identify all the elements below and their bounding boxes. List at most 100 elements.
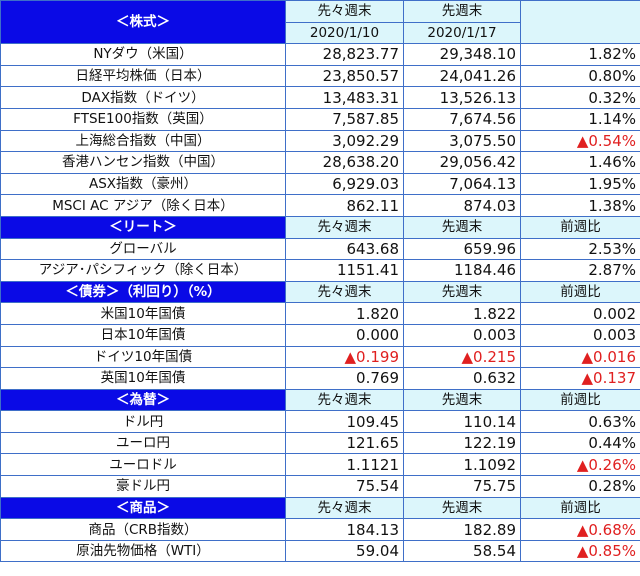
row-label: 英国10年国債 <box>0 367 286 390</box>
week-change-value: 1.14% <box>520 107 640 131</box>
table-row: ドル円 109.45 110.14 0.63% <box>0 410 640 433</box>
column-header <box>520 0 640 45</box>
week-change-value: ▲0.26% <box>520 453 640 477</box>
week-change-value: 2.87% <box>520 259 640 282</box>
prev-prev-week-value: 109.45 <box>285 410 404 433</box>
prev-week-value: 1.1092 <box>403 453 521 477</box>
market-summary-table: ＜株式＞ 先々週末 先週末 2020/1/10 2020/1/17 NYダウ（米国） 28,… <box>0 0 640 563</box>
row-label: ASX指数（豪州） <box>0 172 286 196</box>
week-change-value: 0.32% <box>520 86 640 109</box>
column-header: 前週比 <box>520 496 640 520</box>
prev-prev-week-value: 862.11 <box>285 194 404 217</box>
prev-prev-week-value: 1.820 <box>285 302 404 325</box>
table-row: 英国10年国債 0.769 0.632 ▲0.137 <box>0 367 640 390</box>
prev-week-value: 13,526.13 <box>403 86 521 109</box>
section-title: ＜為替＞ <box>0 388 286 412</box>
prev-prev-week-value: 75.54 <box>285 475 404 498</box>
prev-week-value: 1.822 <box>403 302 521 325</box>
prev-prev-week-value: 1.1121 <box>285 453 404 477</box>
column-header: 先々週末 <box>285 0 404 23</box>
prev-prev-week-value: 3,092.29 <box>285 129 404 153</box>
section-title: ＜株式＞ <box>0 0 286 45</box>
table-row: FTSE100指数（英国） 7,587.85 7,674.56 1.14% <box>0 107 640 131</box>
section-title: ＜リート＞ <box>0 215 286 239</box>
column-header: 先週末 <box>403 280 521 304</box>
prev-week-value: 182.89 <box>403 518 521 541</box>
column-header: 先々週末 <box>285 215 404 239</box>
prev-prev-week-value: 28,638.20 <box>285 151 404 174</box>
section-title: ＜債券＞（利回り）（%） <box>0 280 286 304</box>
week-change-value: 0.28% <box>520 475 640 498</box>
table-row: 香港ハンセン指数（中国） 28,638.20 29,056.42 1.46% <box>0 151 640 174</box>
row-label: 商品（CRB指数） <box>0 518 286 541</box>
table-row: NYダウ（米国） 28,823.77 29,348.10 1.82% <box>0 43 640 66</box>
prev-prev-week-value: 0.769 <box>285 367 404 390</box>
table-row: ユーロ円 121.65 122.19 0.44% <box>0 431 640 455</box>
prev-prev-week-value: 121.65 <box>285 431 404 455</box>
prev-week-value: 7,674.56 <box>403 107 521 131</box>
week-change-value: 0.002 <box>520 302 640 325</box>
prev-week-value: 29,056.42 <box>403 151 521 174</box>
row-label: 日経平均株価（日本） <box>0 64 286 88</box>
section-header-row: ＜株式＞ 先々週末 先週末 <box>0 0 640 45</box>
prev-prev-week-value: 0.000 <box>285 323 404 347</box>
column-header: 先々週末 <box>285 388 404 412</box>
table-row: 豪ドル円 75.54 75.75 0.28% <box>0 475 640 498</box>
prev-prev-week-value: 6,929.03 <box>285 172 404 196</box>
column-header: 先週末 <box>403 496 521 520</box>
date-header: 2020/1/17 <box>403 21 521 45</box>
prev-week-value: 0.632 <box>403 367 521 390</box>
section-header-row: ＜債券＞（利回り）（%） 先々週末 先週末 前週比 <box>0 280 640 304</box>
row-label: グローバル <box>0 237 286 261</box>
row-label: 豪ドル円 <box>0 475 286 498</box>
column-header: 先週末 <box>403 215 521 239</box>
prev-week-value: 110.14 <box>403 410 521 433</box>
prev-week-value: 75.75 <box>403 475 521 498</box>
column-header: 前週比 <box>520 215 640 239</box>
prev-prev-week-value: 1151.41 <box>285 259 404 282</box>
table-row: 日経平均株価（日本） 23,850.57 24,041.26 0.80% <box>0 64 640 88</box>
prev-prev-week-value: 184.13 <box>285 518 404 541</box>
section-header-row: ＜商品＞ 先々週末 先週末 前週比 <box>0 496 640 520</box>
week-change-value: 2.53% <box>520 237 640 261</box>
table-row: グローバル 643.68 659.96 2.53% <box>0 237 640 261</box>
table-row: ドイツ10年国債 ▲0.199 ▲0.215 ▲0.016 <box>0 345 640 369</box>
row-label: アジア･パシフィック（除く日本） <box>0 259 286 282</box>
week-change-value: 0.44% <box>520 431 640 455</box>
week-change-value: 1.46% <box>520 151 640 174</box>
week-change-value: 1.82% <box>520 43 640 66</box>
week-change-value: ▲0.137 <box>520 367 640 390</box>
table-row: 上海総合指数（中国） 3,092.29 3,075.50 ▲0.54% <box>0 129 640 153</box>
date-header-row: 2020/1/10 2020/1/17 <box>1 21 640 45</box>
column-header: 先週末 <box>403 388 521 412</box>
prev-week-value: 659.96 <box>403 237 521 261</box>
week-change-value: 0.003 <box>520 323 640 347</box>
week-change-value: 0.80% <box>520 64 640 88</box>
row-label: 原油先物価格（WTI） <box>0 539 286 563</box>
column-header: 前週比 <box>520 388 640 412</box>
table-row: ユーロドル 1.1121 1.1092 ▲0.26% <box>0 453 640 477</box>
row-label: ドル円 <box>0 410 286 433</box>
prev-week-value: 122.19 <box>403 431 521 455</box>
row-label: 日本10年国債 <box>0 323 286 347</box>
week-change-value: ▲0.85% <box>520 539 640 563</box>
prev-prev-week-value: 23,850.57 <box>285 64 404 88</box>
column-header: 先々週末 <box>285 496 404 520</box>
row-label: ユーロドル <box>0 453 286 477</box>
section-header-row: ＜リート＞ 先々週末 先週末 前週比 <box>0 215 640 239</box>
week-change-value: ▲0.68% <box>520 518 640 541</box>
section-title: ＜商品＞ <box>0 496 286 520</box>
prev-week-value: ▲0.215 <box>403 345 521 369</box>
prev-week-value: 0.003 <box>403 323 521 347</box>
week-change-value: ▲0.54% <box>520 129 640 153</box>
table-row: アジア･パシフィック（除く日本） 1151.41 1184.46 2.87% <box>0 259 640 282</box>
prev-prev-week-value: 13,483.31 <box>285 86 404 109</box>
table-row: MSCI AC アジア（除く日本） 862.11 874.03 1.38% <box>0 194 640 217</box>
week-change-value: ▲0.016 <box>520 345 640 369</box>
week-change-value: 1.38% <box>520 194 640 217</box>
row-label: ユーロ円 <box>0 431 286 455</box>
prev-week-value: 7,064.13 <box>403 172 521 196</box>
row-label: MSCI AC アジア（除く日本） <box>0 194 286 217</box>
prev-prev-week-value: 59.04 <box>285 539 404 563</box>
prev-week-value: 874.03 <box>403 194 521 217</box>
